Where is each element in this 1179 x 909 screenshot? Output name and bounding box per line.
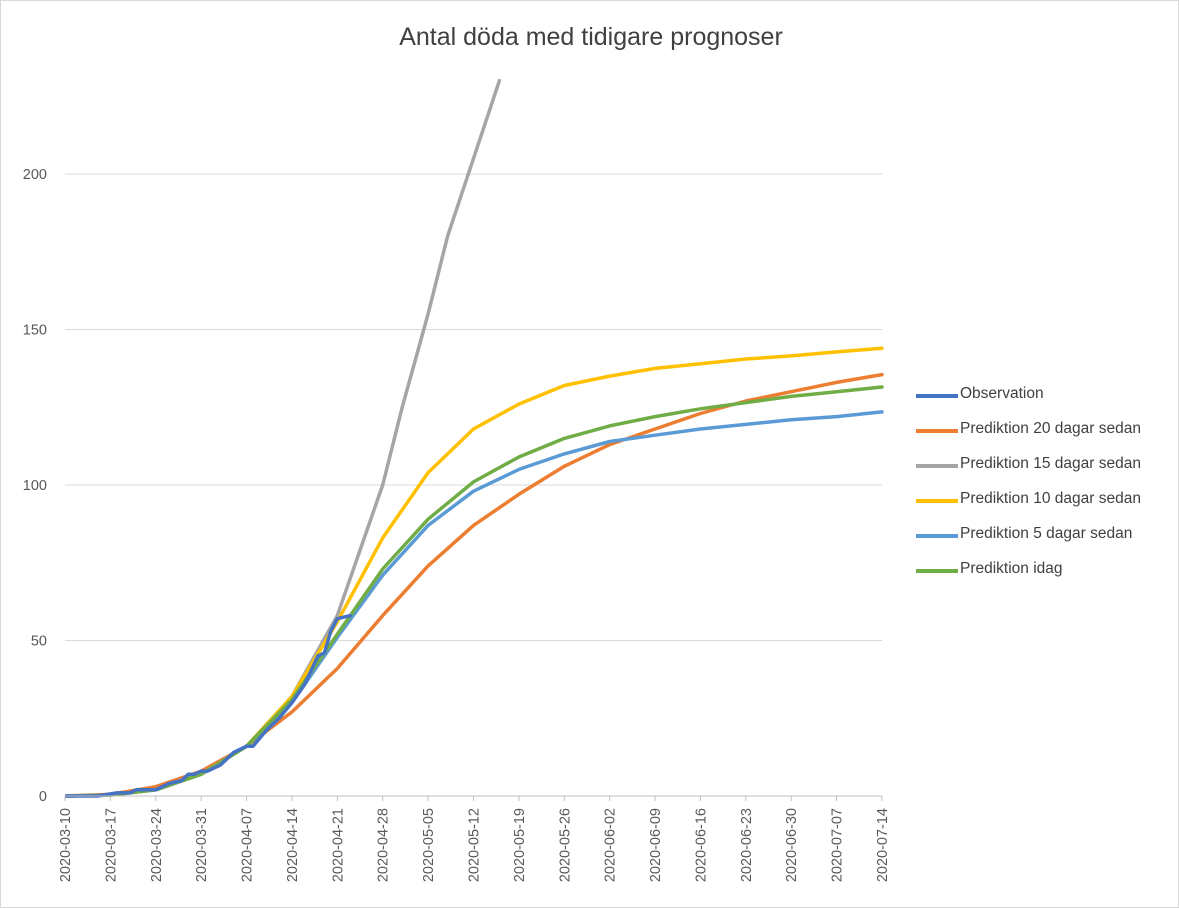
x-tick-label: 2020-06-02 — [603, 808, 619, 882]
x-tick-label: 2020-04-21 — [330, 808, 346, 882]
x-tick-label: 2020-05-12 — [467, 808, 483, 882]
x-tick-label: 2020-07-14 — [875, 808, 891, 882]
x-tick-label: 2020-03-24 — [149, 808, 165, 882]
y-tick-label: 100 — [23, 478, 47, 494]
series-line-5 — [65, 385, 884, 798]
y-tick-label: 0 — [39, 789, 47, 805]
x-tick-label: 2020-05-26 — [557, 808, 573, 882]
y-tick-label: 200 — [23, 167, 47, 183]
series-line-3 — [65, 346, 884, 798]
series-line-4 — [65, 410, 884, 798]
legend-swatch — [916, 394, 958, 398]
chart-title: Antal döda med tidigare prognoser — [399, 23, 783, 51]
legend-swatch — [916, 534, 958, 538]
x-tick-label: 2020-03-10 — [58, 808, 74, 882]
x-tick-label: 2020-06-16 — [693, 808, 709, 882]
series-line-1 — [65, 372, 884, 798]
series-line-2 — [65, 79, 502, 798]
x-tick-label: 2020-04-07 — [240, 808, 256, 882]
y-tick-label: 50 — [31, 634, 47, 650]
x-tick-label: 2020-06-09 — [648, 808, 664, 882]
legend-label: Observation — [960, 385, 1044, 402]
legend-swatch — [916, 429, 958, 433]
gridlines — [65, 173, 882, 641]
legend-label: Prediktion 15 dagar sedan — [960, 455, 1141, 472]
legend-label: Prediktion 5 dagar sedan — [960, 525, 1133, 542]
legend-label: Prediktion idag — [960, 560, 1063, 577]
legend-swatch — [916, 499, 958, 503]
legend-label: Prediktion 20 dagar sedan — [960, 420, 1141, 437]
series-lines — [65, 79, 884, 798]
x-tick-label: 2020-06-23 — [739, 808, 755, 882]
axes: 0 50 100 150 200 2020-03-10 2020-03-17 2020-03-… — [23, 167, 891, 882]
x-tick-label: 2020-05-19 — [512, 808, 528, 882]
legend-swatch — [916, 569, 958, 573]
series-line-0 — [65, 613, 353, 798]
x-tick-label: 2020-07-07 — [830, 808, 846, 882]
x-tick-label: 2020-04-14 — [285, 808, 301, 882]
x-tick-label: 2020-03-31 — [194, 808, 210, 882]
x-tick-label: 2020-05-05 — [421, 808, 437, 882]
x-tick-label: 2020-03-17 — [103, 808, 119, 882]
legend-swatch — [916, 464, 958, 468]
legend-label: Prediktion 10 dagar sedan — [960, 490, 1141, 507]
x-tick-label: 2020-06-30 — [784, 808, 800, 882]
x-tick-label: 2020-04-28 — [376, 808, 392, 882]
y-tick-label: 150 — [23, 323, 47, 339]
